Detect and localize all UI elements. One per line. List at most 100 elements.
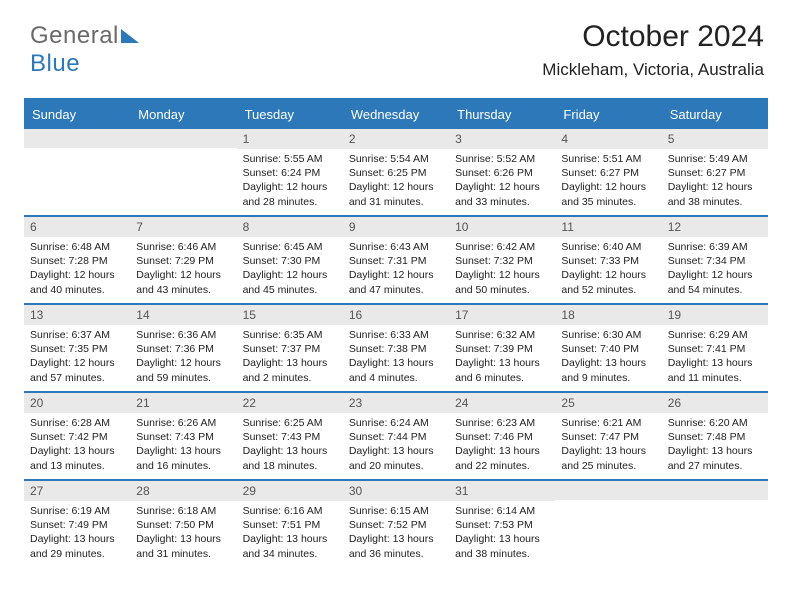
sunrise-line: Sunrise: 6:16 AM [243, 504, 337, 518]
daylight-line: Daylight: 13 hours and 13 minutes. [30, 444, 124, 472]
sunset-line: Sunset: 7:28 PM [30, 254, 124, 268]
sunrise-line: Sunrise: 6:43 AM [349, 240, 443, 254]
day-info: Sunrise: 6:20 AMSunset: 7:48 PMDaylight:… [662, 413, 768, 479]
calendar-day-header: Sunday Monday Tuesday Wednesday Thursday… [24, 100, 768, 129]
sunrise-line: Sunrise: 6:24 AM [349, 416, 443, 430]
daylight-line: Daylight: 13 hours and 16 minutes. [136, 444, 230, 472]
calendar-cell: 7Sunrise: 6:46 AMSunset: 7:29 PMDaylight… [130, 217, 236, 303]
daylight-line: Daylight: 12 hours and 38 minutes. [668, 180, 762, 208]
sunrise-line: Sunrise: 5:49 AM [668, 152, 762, 166]
sunset-line: Sunset: 6:26 PM [455, 166, 549, 180]
sunset-line: Sunset: 6:24 PM [243, 166, 337, 180]
day-number: 19 [662, 305, 768, 325]
day-info: Sunrise: 6:28 AMSunset: 7:42 PMDaylight:… [24, 413, 130, 479]
day-number: 5 [662, 129, 768, 149]
calendar-cell: 9Sunrise: 6:43 AMSunset: 7:31 PMDaylight… [343, 217, 449, 303]
day-number: 4 [555, 129, 661, 149]
day-number: 9 [343, 217, 449, 237]
day-number: 21 [130, 393, 236, 413]
calendar-cell [24, 129, 130, 215]
calendar-cell: 8Sunrise: 6:45 AMSunset: 7:30 PMDaylight… [237, 217, 343, 303]
day-number: 18 [555, 305, 661, 325]
day-info: Sunrise: 6:36 AMSunset: 7:36 PMDaylight:… [130, 325, 236, 391]
brand-part2: Blue [30, 50, 80, 77]
sunrise-line: Sunrise: 6:42 AM [455, 240, 549, 254]
sunrise-line: Sunrise: 6:30 AM [561, 328, 655, 342]
day-info: Sunrise: 6:19 AMSunset: 7:49 PMDaylight:… [24, 501, 130, 567]
day-info: Sunrise: 6:37 AMSunset: 7:35 PMDaylight:… [24, 325, 130, 391]
daylight-line: Daylight: 13 hours and 20 minutes. [349, 444, 443, 472]
daylight-line: Daylight: 12 hours and 35 minutes. [561, 180, 655, 208]
day-info: Sunrise: 6:45 AMSunset: 7:30 PMDaylight:… [237, 237, 343, 303]
day-info: Sunrise: 6:15 AMSunset: 7:52 PMDaylight:… [343, 501, 449, 567]
calendar-body: 1Sunrise: 5:55 AMSunset: 6:24 PMDaylight… [24, 129, 768, 567]
day-number: 17 [449, 305, 555, 325]
calendar-week: 6Sunrise: 6:48 AMSunset: 7:28 PMDaylight… [24, 215, 768, 303]
day-number: 1 [237, 129, 343, 149]
day-info: Sunrise: 6:40 AMSunset: 7:33 PMDaylight:… [555, 237, 661, 303]
day-number: 15 [237, 305, 343, 325]
calendar-cell [662, 481, 768, 567]
sunset-line: Sunset: 7:42 PM [30, 430, 124, 444]
daylight-line: Daylight: 13 hours and 6 minutes. [455, 356, 549, 384]
sunrise-line: Sunrise: 6:18 AM [136, 504, 230, 518]
sunrise-line: Sunrise: 6:20 AM [668, 416, 762, 430]
day-info: Sunrise: 6:24 AMSunset: 7:44 PMDaylight:… [343, 413, 449, 479]
day-info: Sunrise: 6:25 AMSunset: 7:43 PMDaylight:… [237, 413, 343, 479]
sunrise-line: Sunrise: 6:45 AM [243, 240, 337, 254]
sunset-line: Sunset: 7:49 PM [30, 518, 124, 532]
sunrise-line: Sunrise: 6:40 AM [561, 240, 655, 254]
sunset-line: Sunset: 7:44 PM [349, 430, 443, 444]
calendar-cell: 17Sunrise: 6:32 AMSunset: 7:39 PMDayligh… [449, 305, 555, 391]
day-number: 7 [130, 217, 236, 237]
day-info: Sunrise: 6:32 AMSunset: 7:39 PMDaylight:… [449, 325, 555, 391]
calendar-cell: 12Sunrise: 6:39 AMSunset: 7:34 PMDayligh… [662, 217, 768, 303]
dayhead-monday: Monday [130, 100, 236, 129]
sunrise-line: Sunrise: 5:52 AM [455, 152, 549, 166]
sunrise-line: Sunrise: 6:37 AM [30, 328, 124, 342]
daylight-line: Daylight: 12 hours and 45 minutes. [243, 268, 337, 296]
day-number: 31 [449, 481, 555, 501]
calendar-cell: 26Sunrise: 6:20 AMSunset: 7:48 PMDayligh… [662, 393, 768, 479]
calendar-cell: 1Sunrise: 5:55 AMSunset: 6:24 PMDaylight… [237, 129, 343, 215]
calendar-cell: 30Sunrise: 6:15 AMSunset: 7:52 PMDayligh… [343, 481, 449, 567]
location-label: Mickleham, Victoria, Australia [542, 60, 764, 80]
calendar-cell: 27Sunrise: 6:19 AMSunset: 7:49 PMDayligh… [24, 481, 130, 567]
calendar-cell: 10Sunrise: 6:42 AMSunset: 7:32 PMDayligh… [449, 217, 555, 303]
sunrise-line: Sunrise: 6:23 AM [455, 416, 549, 430]
sunset-line: Sunset: 7:43 PM [243, 430, 337, 444]
calendar-cell: 6Sunrise: 6:48 AMSunset: 7:28 PMDaylight… [24, 217, 130, 303]
calendar-cell: 18Sunrise: 6:30 AMSunset: 7:40 PMDayligh… [555, 305, 661, 391]
daylight-line: Daylight: 13 hours and 4 minutes. [349, 356, 443, 384]
day-number: 8 [237, 217, 343, 237]
calendar-cell: 3Sunrise: 5:52 AMSunset: 6:26 PMDaylight… [449, 129, 555, 215]
sunset-line: Sunset: 7:37 PM [243, 342, 337, 356]
sunset-line: Sunset: 7:33 PM [561, 254, 655, 268]
sunrise-line: Sunrise: 6:39 AM [668, 240, 762, 254]
sunset-line: Sunset: 7:50 PM [136, 518, 230, 532]
calendar-week: 27Sunrise: 6:19 AMSunset: 7:49 PMDayligh… [24, 479, 768, 567]
day-info: Sunrise: 6:48 AMSunset: 7:28 PMDaylight:… [24, 237, 130, 303]
sunset-line: Sunset: 7:30 PM [243, 254, 337, 268]
day-number: 27 [24, 481, 130, 501]
day-number: 23 [343, 393, 449, 413]
daylight-line: Daylight: 13 hours and 11 minutes. [668, 356, 762, 384]
sunset-line: Sunset: 7:29 PM [136, 254, 230, 268]
sunset-line: Sunset: 7:38 PM [349, 342, 443, 356]
day-number: 28 [130, 481, 236, 501]
calendar-week: 1Sunrise: 5:55 AMSunset: 6:24 PMDaylight… [24, 129, 768, 215]
daylight-line: Daylight: 12 hours and 59 minutes. [136, 356, 230, 384]
day-info: Sunrise: 5:54 AMSunset: 6:25 PMDaylight:… [343, 149, 449, 215]
sunset-line: Sunset: 7:40 PM [561, 342, 655, 356]
brand-part1: General [30, 22, 119, 49]
daylight-line: Daylight: 12 hours and 31 minutes. [349, 180, 443, 208]
day-info: Sunrise: 6:39 AMSunset: 7:34 PMDaylight:… [662, 237, 768, 303]
daylight-line: Daylight: 12 hours and 52 minutes. [561, 268, 655, 296]
daylight-line: Daylight: 12 hours and 57 minutes. [30, 356, 124, 384]
sunrise-line: Sunrise: 6:35 AM [243, 328, 337, 342]
day-info: Sunrise: 6:23 AMSunset: 7:46 PMDaylight:… [449, 413, 555, 479]
day-number: 20 [24, 393, 130, 413]
sunset-line: Sunset: 7:53 PM [455, 518, 549, 532]
sunset-line: Sunset: 7:52 PM [349, 518, 443, 532]
day-number: 24 [449, 393, 555, 413]
